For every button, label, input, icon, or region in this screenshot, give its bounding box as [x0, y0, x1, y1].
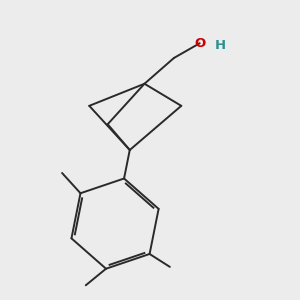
Text: H: H: [214, 39, 226, 52]
Text: O: O: [194, 37, 205, 50]
